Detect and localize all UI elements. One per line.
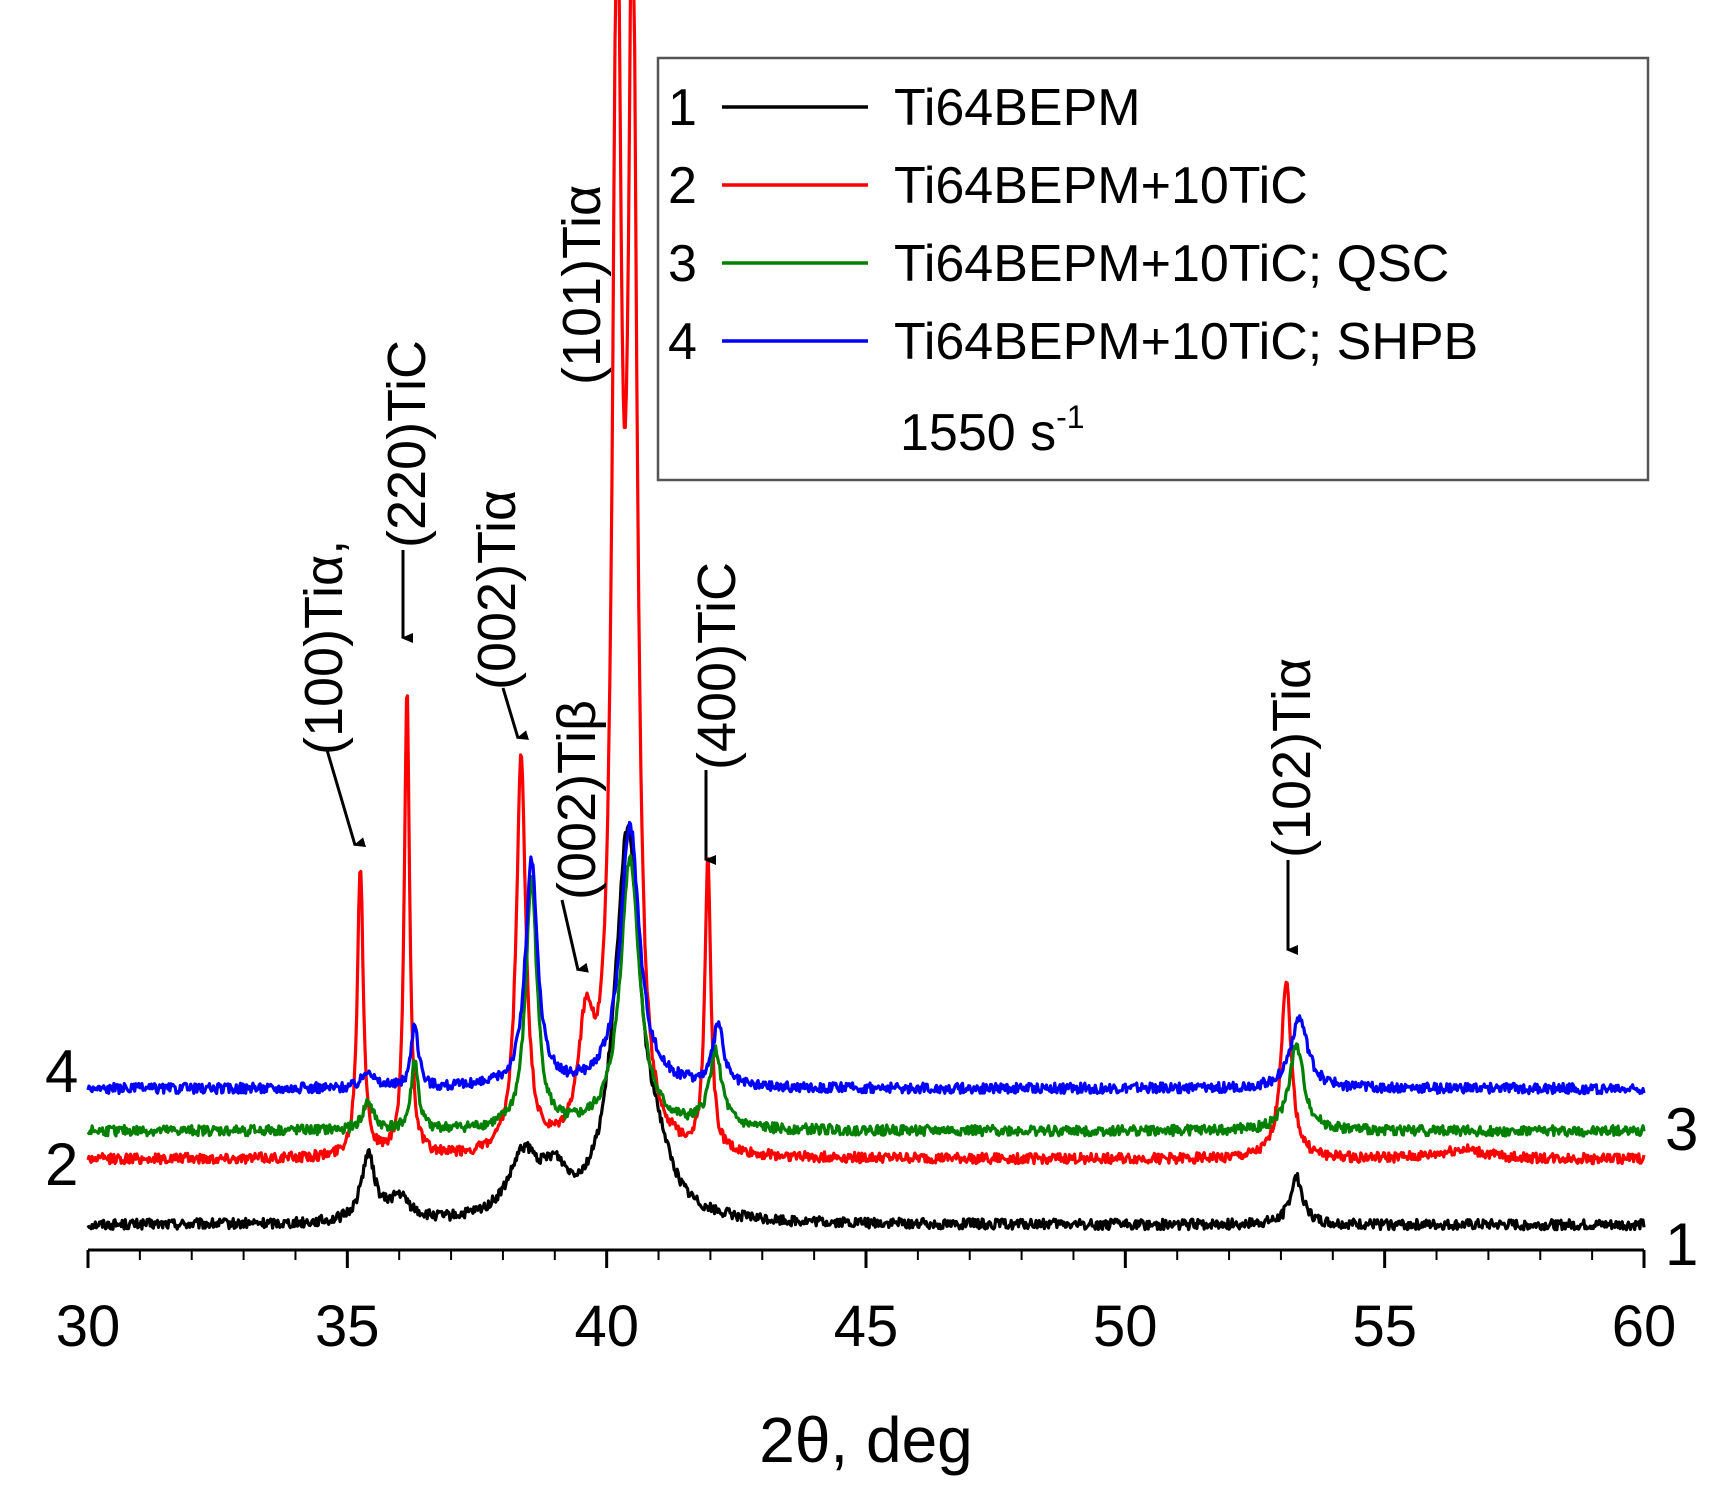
legend-num-2: 2 xyxy=(668,157,697,215)
data-traces xyxy=(86,0,1646,1232)
series-line-4 xyxy=(86,820,1646,1096)
x-tick-label: 35 xyxy=(315,1294,380,1359)
series-line-2 xyxy=(86,0,1646,1166)
curve-number-3: 3 xyxy=(1665,1096,1698,1163)
peak-label-220-tic: (220)TiC xyxy=(377,340,437,548)
curve-numbers: 1 2 3 4 xyxy=(45,1038,1698,1278)
legend-num-3: 3 xyxy=(668,235,697,293)
x-tick-label: 45 xyxy=(834,1294,899,1359)
arrow-002-tibeta xyxy=(560,899,589,973)
x-axis-ticks xyxy=(86,1250,1646,1268)
x-tick-label: 30 xyxy=(56,1294,121,1359)
arrow-002-tialpha xyxy=(501,687,530,740)
series-line-3 xyxy=(86,854,1646,1138)
peak-label-400-tic: (400)TiC xyxy=(687,562,747,770)
legend-label-3: Ti64BEPM+10TiC; QSC xyxy=(894,235,1449,293)
legend-num-4: 4 xyxy=(668,313,697,371)
peak-label-002-tialpha: (002)Tiα xyxy=(467,490,527,690)
peak-label-002-tibeta: (002)Tiβ xyxy=(547,700,607,900)
peak-label-102-tialpha: (102)Tiα xyxy=(1262,658,1322,858)
legend-label-4: Ti64BEPM+10TiC; SHPB xyxy=(894,313,1478,371)
legend: 1 Ti64BEPM 2 Ti64BEPM+10TiC 3 Ti64BEPM+1… xyxy=(656,56,1650,482)
curve-number-2: 2 xyxy=(45,1131,78,1198)
x-axis: 30 35 40 45 50 55 60 2θ, deg xyxy=(56,1248,1677,1476)
x-tick-label: 50 xyxy=(1093,1294,1158,1359)
x-tick-label: 60 xyxy=(1612,1294,1677,1359)
legend-label-2: Ti64BEPM+10TiC xyxy=(894,157,1308,215)
curve-number-4: 4 xyxy=(45,1038,78,1105)
series-line-1 xyxy=(86,823,1646,1232)
legend-num-1: 1 xyxy=(668,79,697,137)
x-tick-label: 40 xyxy=(574,1294,639,1359)
x-axis-title: 2θ, deg xyxy=(759,1404,973,1476)
curve-number-1: 1 xyxy=(1665,1211,1698,1278)
legend-note: 1550 s-1 xyxy=(900,399,1085,462)
legend-label-1: Ti64BEPM xyxy=(894,79,1141,137)
legend-note-superscript: -1 xyxy=(1056,399,1084,435)
arrow-100-tialpha xyxy=(325,749,367,847)
peak-annotations: (100)Tiα, (220)TiC (002)Tiα (002)Tiβ (10… xyxy=(294,185,1322,973)
legend-box xyxy=(656,56,1650,482)
peak-label-101-tialpha: (101)Tiα xyxy=(552,185,612,385)
x-tick-label: 55 xyxy=(1352,1294,1417,1359)
peak-label-100-tialpha: (100)Tiα, xyxy=(294,540,354,755)
legend-note-main: 1550 s xyxy=(900,404,1056,462)
